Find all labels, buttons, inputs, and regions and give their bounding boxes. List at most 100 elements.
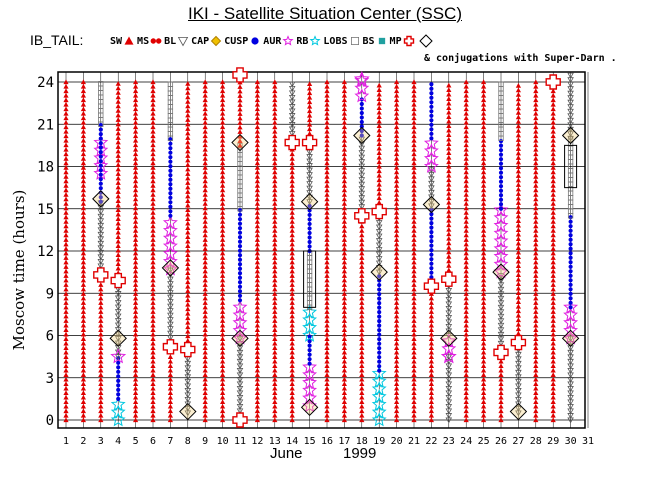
point-sw — [411, 101, 417, 107]
point-sw — [463, 174, 469, 179]
point-aur — [441, 341, 457, 356]
marker-conjugation — [353, 126, 371, 145]
point-sw — [150, 142, 156, 148]
plot-markers — [92, 67, 580, 428]
point-sw — [463, 417, 469, 423]
segment-sw — [324, 79, 330, 423]
point-cusp — [377, 359, 382, 364]
point-cusp — [568, 219, 573, 224]
point-sw — [324, 318, 330, 323]
segment-cusp — [116, 356, 121, 401]
point-cusp — [377, 341, 382, 346]
point-sw — [115, 220, 121, 226]
point-sw — [394, 300, 400, 305]
point-sw — [63, 403, 69, 409]
point-sw — [550, 183, 556, 188]
point-sw — [481, 277, 487, 283]
point-cusp — [307, 208, 312, 213]
point-sw — [150, 83, 156, 89]
point-sw — [202, 92, 208, 98]
point-cusp — [429, 118, 434, 123]
point-sw — [133, 268, 139, 274]
point-sw — [115, 148, 121, 154]
point-sw — [98, 417, 104, 423]
point-sw — [289, 345, 295, 350]
chart-title: IKI - Satellite Situation Center (SSC) — [187, 4, 462, 23]
point-sw — [150, 88, 156, 94]
x-tick-label: 3 — [98, 436, 104, 447]
point-sw — [202, 165, 208, 170]
point-sw — [272, 408, 278, 414]
point-sw — [411, 408, 417, 414]
point-sw — [394, 340, 400, 346]
point-cusp — [116, 383, 121, 388]
point-sw — [533, 205, 539, 211]
point-sw — [185, 126, 191, 131]
point-sw — [150, 381, 156, 387]
point-sw — [481, 183, 487, 188]
point-sw — [446, 150, 452, 156]
point-sw — [185, 333, 191, 339]
point-sw — [515, 308, 521, 314]
point-sw — [272, 183, 278, 188]
point-sw — [324, 259, 330, 265]
point-sw — [550, 232, 556, 238]
point-sw — [220, 156, 226, 161]
point-sw — [150, 385, 156, 391]
point-sw — [133, 133, 139, 139]
point-sw — [133, 128, 139, 134]
point-sw — [359, 376, 365, 382]
point-cusp — [377, 332, 382, 337]
point-sw — [272, 385, 278, 391]
point-sw — [550, 399, 556, 405]
point-sw — [150, 106, 156, 112]
point-sw — [115, 207, 121, 212]
point-sw — [411, 372, 417, 378]
point-sw — [150, 192, 156, 197]
point-sw — [289, 156, 295, 161]
point-sw — [289, 192, 295, 197]
point-sw — [133, 367, 139, 373]
point-sw — [80, 214, 86, 220]
point-cusp — [307, 212, 312, 218]
point-sw — [63, 187, 69, 193]
point-cusp — [98, 132, 103, 137]
point-sw — [272, 327, 278, 332]
point-sw — [533, 399, 539, 405]
point-cusp — [307, 230, 312, 236]
segment-sw — [220, 79, 226, 423]
point-sw — [133, 408, 139, 414]
point-sw — [307, 81, 313, 87]
point-sw — [185, 310, 191, 316]
point-sw — [550, 97, 556, 103]
point-sw — [150, 304, 156, 310]
point-sw — [202, 250, 208, 256]
point-sw — [289, 354, 295, 359]
point-sw — [150, 349, 156, 355]
point-sw — [237, 88, 243, 94]
point-sw — [272, 340, 278, 346]
point-sw — [307, 126, 313, 132]
point-sw — [341, 133, 347, 139]
point-sw — [133, 381, 139, 387]
point-sw — [446, 199, 452, 205]
marker-mp — [232, 67, 248, 83]
point-sw — [481, 403, 487, 409]
point-cusp — [568, 278, 573, 283]
point-sw — [550, 101, 556, 107]
point-aur — [493, 210, 509, 225]
point-sw — [254, 201, 260, 206]
point-sw — [133, 214, 139, 220]
point-sw — [115, 189, 121, 194]
point-sw — [272, 295, 278, 301]
point-sw — [481, 331, 487, 337]
point-sw — [254, 156, 260, 161]
marker-aur — [353, 70, 370, 86]
point-sw — [341, 354, 347, 359]
point-sw — [220, 187, 226, 193]
point-sw — [150, 363, 156, 368]
point-sw — [481, 128, 487, 134]
point-sw — [254, 264, 260, 269]
point-sw — [550, 156, 556, 161]
